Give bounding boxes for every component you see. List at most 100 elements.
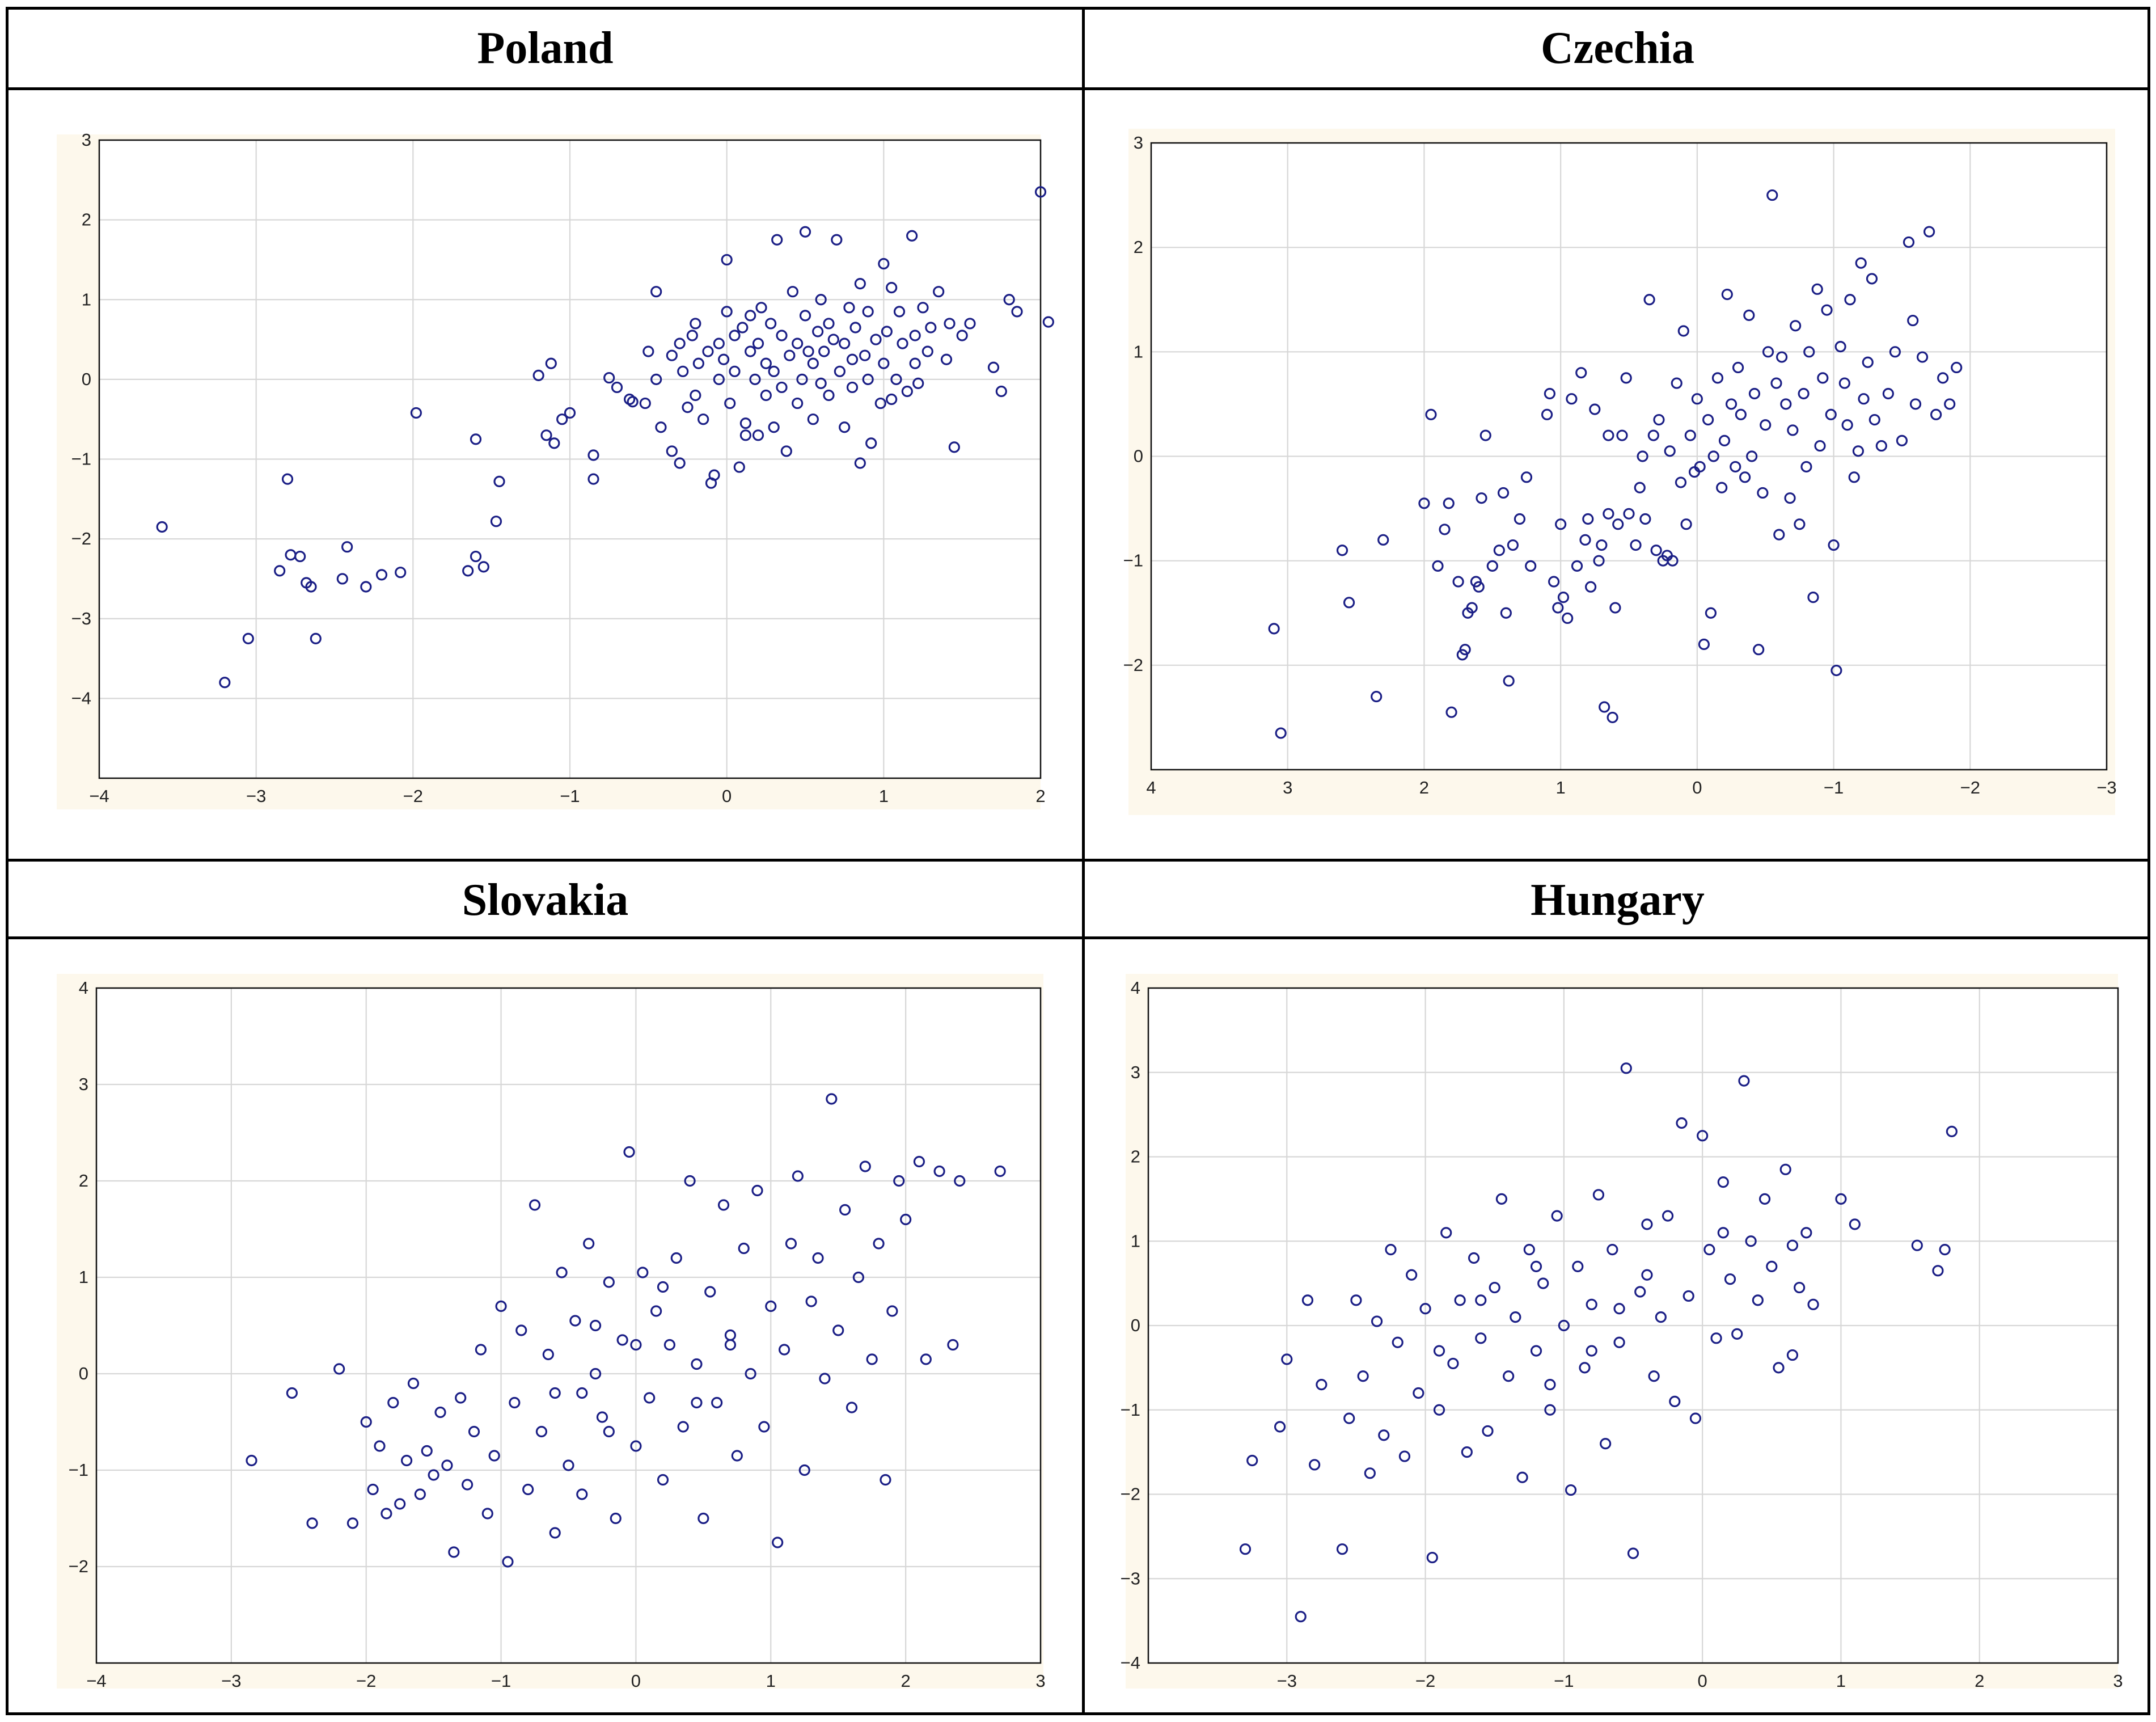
data-point <box>535 1425 548 1438</box>
data-point <box>650 1305 662 1317</box>
data-point <box>1882 387 1894 400</box>
data-point <box>792 397 804 410</box>
data-point <box>1932 1265 1944 1277</box>
data-point <box>1443 497 1455 509</box>
data-point <box>792 337 804 349</box>
data-point <box>1875 440 1887 452</box>
data-point <box>745 310 756 322</box>
data-point <box>1634 482 1646 493</box>
data-point <box>776 330 788 341</box>
data-point <box>1630 539 1642 551</box>
data-point <box>294 550 306 563</box>
data-point <box>630 1440 642 1452</box>
data-point <box>1295 1611 1307 1623</box>
data-point <box>1786 1239 1799 1251</box>
data-point <box>1600 1438 1612 1450</box>
x-tick-label: −3 <box>2096 778 2116 797</box>
data-point <box>807 413 819 425</box>
data-point <box>802 345 814 357</box>
data-point <box>642 345 654 357</box>
data-point <box>1454 1294 1466 1306</box>
data-point <box>1794 518 1806 530</box>
data-point <box>724 397 736 410</box>
data-point <box>831 234 843 246</box>
data-point <box>1336 545 1348 556</box>
data-point <box>286 1387 298 1399</box>
data-point <box>1743 309 1755 321</box>
data-point <box>1841 419 1853 431</box>
data-point <box>677 365 689 377</box>
data-point <box>1800 461 1812 473</box>
data-point <box>739 417 751 429</box>
data-point <box>1613 1336 1625 1348</box>
data-point <box>470 433 482 445</box>
data-point <box>1343 597 1355 609</box>
data-point <box>1476 492 1487 504</box>
data-point <box>1838 377 1850 389</box>
data-point <box>995 385 1007 398</box>
data-point <box>367 1483 379 1496</box>
data-point <box>1486 560 1498 572</box>
data-point <box>862 373 874 385</box>
title-hungary: Hungary <box>1531 875 1705 925</box>
data-point <box>778 1344 790 1356</box>
data-point <box>956 330 968 341</box>
data-point <box>663 1339 675 1351</box>
data-point <box>1452 576 1464 588</box>
data-point <box>784 349 796 361</box>
data-point <box>697 1512 709 1525</box>
title-czechia: Czechia <box>1540 23 1694 73</box>
y-tick-label: 0 <box>79 1364 88 1383</box>
data-point <box>886 282 898 294</box>
data-point <box>1667 555 1679 567</box>
data-point <box>792 1170 804 1182</box>
data-point <box>603 1425 615 1438</box>
data-point <box>1378 1429 1390 1441</box>
x-tick-label: 1 <box>1556 778 1566 797</box>
data-point <box>666 349 678 361</box>
data-point <box>1579 534 1591 546</box>
data-point <box>610 1512 622 1525</box>
data-point <box>921 345 933 357</box>
x-tick-label: −2 <box>403 786 423 806</box>
data-point <box>1586 1298 1597 1310</box>
data-point <box>1787 424 1799 436</box>
data-point <box>1596 539 1608 551</box>
data-point <box>1447 1357 1459 1370</box>
data-point <box>434 1406 446 1419</box>
data-point <box>1489 1281 1500 1294</box>
data-point <box>1525 560 1537 572</box>
data-point <box>1497 487 1510 499</box>
data-point <box>576 1488 588 1500</box>
data-point <box>1507 539 1519 551</box>
data-point <box>798 1464 810 1476</box>
data-point <box>870 334 882 345</box>
data-point <box>1503 1370 1515 1382</box>
data-point <box>1473 581 1485 593</box>
data-point <box>718 353 730 365</box>
data-point <box>1753 644 1765 656</box>
data-point <box>692 357 704 369</box>
data-point <box>394 1498 406 1510</box>
data-point <box>1584 581 1597 593</box>
y-tick-label: 0 <box>1131 1315 1140 1335</box>
data-point <box>1852 445 1865 457</box>
data-point <box>156 521 168 533</box>
data-point <box>1710 1332 1722 1344</box>
data-point <box>713 337 725 349</box>
data-point <box>724 1339 737 1351</box>
data-point <box>1641 1269 1653 1281</box>
data-point <box>1930 408 1942 420</box>
data-point <box>852 1271 864 1284</box>
data-point <box>1537 1277 1549 1289</box>
data-point <box>428 1469 439 1481</box>
data-point <box>1566 393 1578 405</box>
y-tick-label: 4 <box>79 978 88 998</box>
data-point <box>1371 1315 1383 1327</box>
data-point <box>1466 602 1478 614</box>
data-point <box>1758 1193 1771 1205</box>
data-point <box>1475 1332 1487 1344</box>
data-point <box>657 1474 669 1486</box>
y-tick-label: −1 <box>71 449 91 469</box>
data-point <box>890 373 902 385</box>
